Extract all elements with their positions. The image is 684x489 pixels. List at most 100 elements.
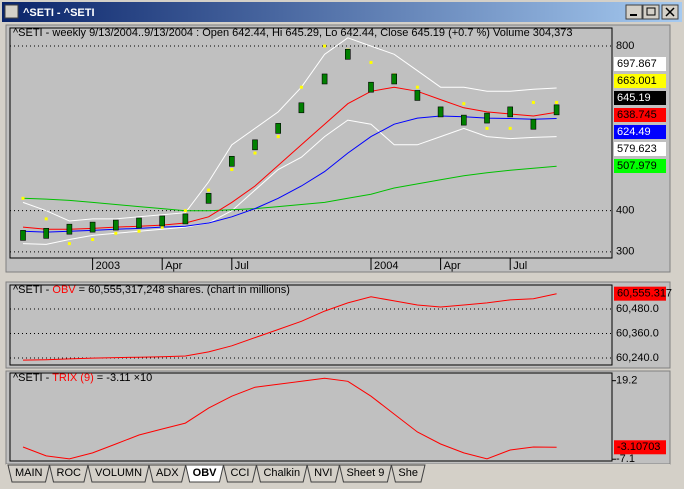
plot-area bbox=[9, 27, 613, 259]
pane-header: ^SETI - weekly 9/13/2004..9/13/2004 : Op… bbox=[13, 27, 573, 39]
candle bbox=[484, 112, 490, 124]
header-part: ^SETI - weekly 9/13/2004..9/13/2004 : Op… bbox=[13, 27, 573, 39]
candle bbox=[182, 213, 189, 225]
indicator-line bbox=[22, 115, 557, 233]
tab-label[interactable]: Chalkin bbox=[263, 467, 300, 479]
tab[interactable] bbox=[48, 464, 89, 483]
last-value-label: 645.19 bbox=[617, 92, 651, 104]
sar-dot bbox=[299, 85, 303, 89]
candle bbox=[507, 106, 514, 118]
last-value-box bbox=[614, 440, 666, 455]
pane-header: ^SETI - TRIX (9) = -3.11 ×10 bbox=[13, 372, 152, 384]
x-tick-label: Apr bbox=[165, 260, 182, 272]
sar-dot bbox=[160, 225, 164, 229]
sar-dot bbox=[531, 100, 535, 104]
candle bbox=[530, 118, 537, 130]
tab-label[interactable]: Sheet 9 bbox=[346, 467, 384, 479]
window-controls[interactable] bbox=[625, 4, 679, 20]
tab-label[interactable]: VOLUMN bbox=[95, 467, 142, 479]
last-value-label: 697.867 bbox=[617, 58, 657, 70]
sar-dot bbox=[369, 61, 373, 65]
tab-label[interactable]: MAIN bbox=[15, 467, 43, 479]
candle bbox=[113, 219, 119, 231]
indicator-line bbox=[22, 119, 557, 245]
y-tick-label: 19.2 bbox=[616, 375, 637, 387]
y-tick-label: 800 bbox=[616, 40, 634, 52]
last-value-box bbox=[614, 125, 666, 139]
sar-dot bbox=[508, 126, 512, 130]
last-value-label: 638.745 bbox=[617, 109, 657, 121]
candle bbox=[553, 104, 560, 116]
last-value-box bbox=[614, 142, 666, 156]
tab[interactable] bbox=[390, 464, 426, 483]
tab[interactable] bbox=[185, 464, 225, 483]
sar-dot bbox=[253, 151, 257, 155]
x-tick-label: 2003 bbox=[96, 260, 120, 272]
candle bbox=[229, 155, 235, 167]
x-tick-label: Jul bbox=[235, 260, 249, 272]
y-tick-label: 60,480.0 bbox=[616, 303, 659, 315]
tab[interactable] bbox=[338, 464, 393, 483]
sar-dot bbox=[415, 85, 419, 89]
candle bbox=[205, 193, 212, 204]
last-value-label: 663.001 bbox=[617, 75, 657, 87]
candle bbox=[368, 81, 374, 93]
y-tick-label: -7.1 bbox=[616, 453, 635, 465]
tab-label[interactable]: She bbox=[398, 467, 418, 479]
header-part: = -3.11 ×10 bbox=[94, 372, 153, 384]
candle bbox=[136, 217, 142, 229]
minimize-button[interactable] bbox=[625, 4, 643, 20]
tab[interactable] bbox=[7, 464, 51, 483]
last-value-label: -3.10703 bbox=[617, 441, 660, 453]
plot-area bbox=[9, 284, 613, 366]
tab-label[interactable]: ADX bbox=[156, 467, 179, 479]
header-part: = 60,555,317,248 shares. (chart in milli… bbox=[76, 284, 290, 296]
last-value-box bbox=[614, 74, 666, 88]
sar-dot bbox=[276, 135, 280, 139]
close-glyph bbox=[665, 7, 675, 17]
app-icon bbox=[4, 4, 19, 19]
candle bbox=[89, 221, 96, 233]
candle bbox=[66, 223, 73, 235]
maximize-button[interactable] bbox=[642, 4, 660, 20]
candle bbox=[43, 228, 50, 239]
x-tick-label: Jul bbox=[513, 260, 527, 272]
indicator-line bbox=[22, 293, 557, 361]
last-value-box bbox=[614, 286, 666, 301]
x-tick-label: 2004 bbox=[374, 260, 398, 272]
tab-label[interactable]: OBV bbox=[193, 467, 218, 479]
sar-dot bbox=[207, 188, 211, 192]
sar-dot bbox=[114, 231, 118, 235]
last-value-box bbox=[614, 91, 666, 105]
pane-header: ^SETI - OBV = 60,555,317,248 shares. (ch… bbox=[13, 284, 290, 296]
tab-label[interactable]: ROC bbox=[57, 467, 82, 479]
last-value-box bbox=[614, 57, 666, 71]
sar-dot bbox=[462, 102, 466, 106]
tab-label[interactable]: NVI bbox=[314, 467, 332, 479]
candle bbox=[321, 73, 328, 85]
tab[interactable] bbox=[306, 464, 341, 483]
tab[interactable] bbox=[87, 464, 150, 483]
candle bbox=[460, 114, 467, 126]
tab[interactable] bbox=[255, 464, 308, 483]
candle bbox=[391, 73, 398, 85]
x-tick-label: Apr bbox=[444, 260, 461, 272]
sar-dot bbox=[67, 242, 71, 246]
tab-label[interactable]: CCI bbox=[230, 467, 249, 479]
candle bbox=[414, 90, 421, 101]
window-title: ^SETI - ^SETI bbox=[23, 7, 95, 19]
y-tick-label: 400 bbox=[616, 205, 634, 217]
y-tick-label: 60,360.0 bbox=[616, 327, 659, 339]
indicator-line bbox=[22, 165, 557, 212]
candle bbox=[252, 139, 258, 151]
indicator-line bbox=[22, 377, 557, 460]
sar-dot bbox=[44, 217, 48, 221]
candle bbox=[159, 215, 165, 227]
last-value-label: 507.979 bbox=[617, 160, 657, 172]
last-value-label: 624.49 bbox=[617, 126, 651, 138]
sar-dot bbox=[555, 100, 559, 104]
last-value-label: 579.623 bbox=[617, 143, 657, 155]
tab[interactable] bbox=[222, 464, 258, 483]
candle bbox=[298, 102, 305, 114]
tab[interactable] bbox=[148, 464, 187, 483]
